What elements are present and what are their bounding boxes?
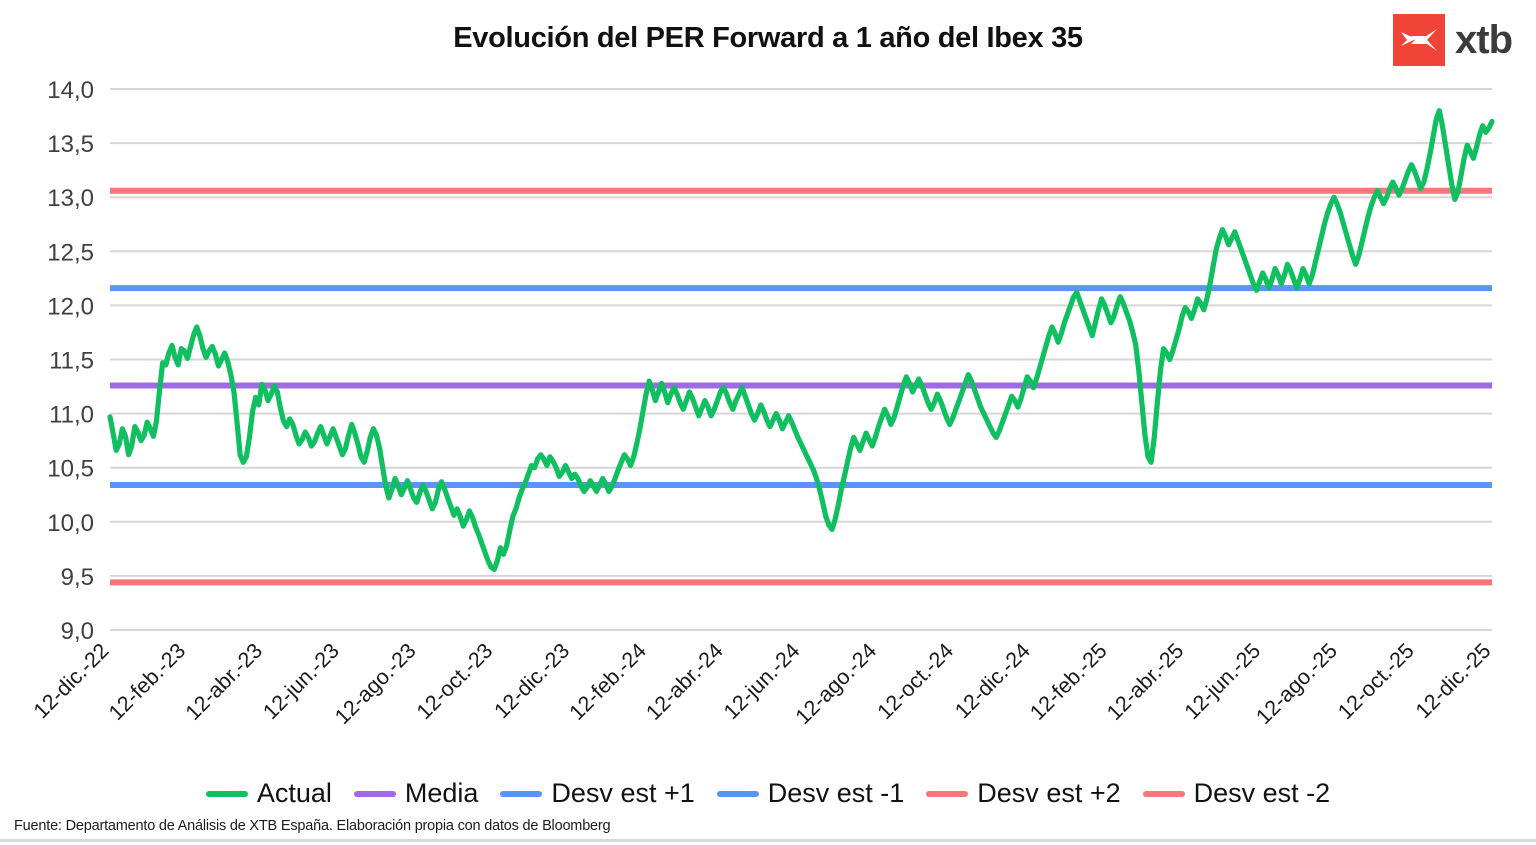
legend-swatch-icon [1142, 790, 1185, 797]
x-axis-tick-label: 12-dic.-24 [950, 639, 1035, 724]
x-axis-tick-label: 12-oct.-24 [873, 639, 958, 724]
y-axis-tick-label: 11,5 [49, 348, 94, 375]
y-axis-tick-label: 13,0 [47, 185, 94, 212]
y-gridlines [110, 88, 1492, 631]
y-axis-tick-label: 14,0 [47, 77, 94, 104]
x-axis-tick-label: 12-feb.-25 [1025, 639, 1111, 725]
x-axis-tick-labels: 12-dic.-2212-feb.-2312-abr.-2312-jun.-23… [29, 639, 1496, 730]
x-axis-tick-label: 12-feb.-24 [565, 639, 651, 725]
x-axis-tick-label: 12-abr.-24 [641, 639, 727, 725]
legend-swatch-icon [353, 790, 396, 797]
y-axis-tick-label: 12,0 [47, 293, 94, 320]
legend-item-media[interactable]: Media [353, 778, 479, 808]
legend-item-desv-est-2[interactable]: Desv est -2 [1142, 778, 1331, 808]
legend-label: Desv est +1 [551, 778, 695, 808]
y-axis-tick-labels: 9,0 9,5 10,0 10,5 11,0 11,5 12,0 12,5 13,0 13,5 14… [47, 77, 94, 645]
legend-label: Desv est -2 [1193, 778, 1331, 808]
xtb-wordmark: xtb [1455, 18, 1513, 62]
xtb-arrow-icon [1393, 14, 1445, 66]
x-axis-tick-label: 12-oct.-25 [1333, 639, 1418, 724]
reference-lines [110, 187, 1492, 586]
legend-label: Actual [256, 778, 332, 808]
x-axis-tick-label: 12-abr.-25 [1102, 639, 1188, 725]
legend-swatch-icon [500, 790, 543, 797]
y-axis-tick-label: 13,5 [47, 131, 94, 158]
legend-item-desv-est-2[interactable]: Desv est +2 [926, 778, 1121, 808]
x-axis-tick-label: 12-dic.-23 [490, 639, 575, 724]
x-axis-tick-label: 12-abr.-23 [181, 639, 267, 725]
chart-legend: Actual Media Desv est +1 Desv est -1 Desv es… [0, 780, 1536, 807]
y-axis-tick-label: 12,5 [47, 239, 94, 266]
x-axis-tick-label: 12-ago.-24 [791, 639, 882, 730]
legend-item-actual[interactable]: Actual [205, 778, 332, 808]
page-title: Evolución del PER Forward a 1 año del Ib… [453, 22, 1083, 54]
source-note: Fuente: Departamento de Análisis de XTB … [14, 818, 611, 834]
legend-label: Desv est +2 [977, 778, 1121, 808]
x-axis-tick-label: 12-dic.-22 [29, 639, 114, 724]
legend-item-desv-est-1[interactable]: Desv est -1 [716, 778, 905, 808]
x-axis-tick-label: 12-oct.-23 [412, 639, 497, 724]
legend-label: Media [404, 778, 479, 808]
series-actual [107, 108, 1495, 573]
footer-divider [0, 839, 1536, 842]
legend-label: Desv est -1 [767, 778, 905, 808]
y-axis-tick-label: 9,5 [61, 564, 94, 591]
legend-swatch-icon [716, 790, 759, 797]
legend-swatch-icon [926, 790, 969, 797]
legend-swatch-icon [205, 790, 248, 797]
legend-item-desv-est-1[interactable]: Desv est +1 [500, 778, 695, 808]
xtb-logo: xtb [1393, 14, 1513, 66]
y-axis-tick-label: 9,0 [61, 618, 94, 645]
x-axis-tick-label: 12-ago.-25 [1251, 639, 1342, 730]
y-axis-tick-label: 10,5 [47, 456, 94, 483]
x-axis-tick-label: 12-ago.-23 [330, 639, 421, 730]
y-axis-tick-label: 10,0 [47, 510, 94, 537]
x-axis-tick-label: 12-feb.-23 [104, 639, 190, 725]
x-axis-tick-label: 12-dic.-25 [1411, 639, 1496, 724]
y-axis-tick-label: 11,0 [49, 402, 94, 429]
series-line-actual [107, 108, 1495, 573]
